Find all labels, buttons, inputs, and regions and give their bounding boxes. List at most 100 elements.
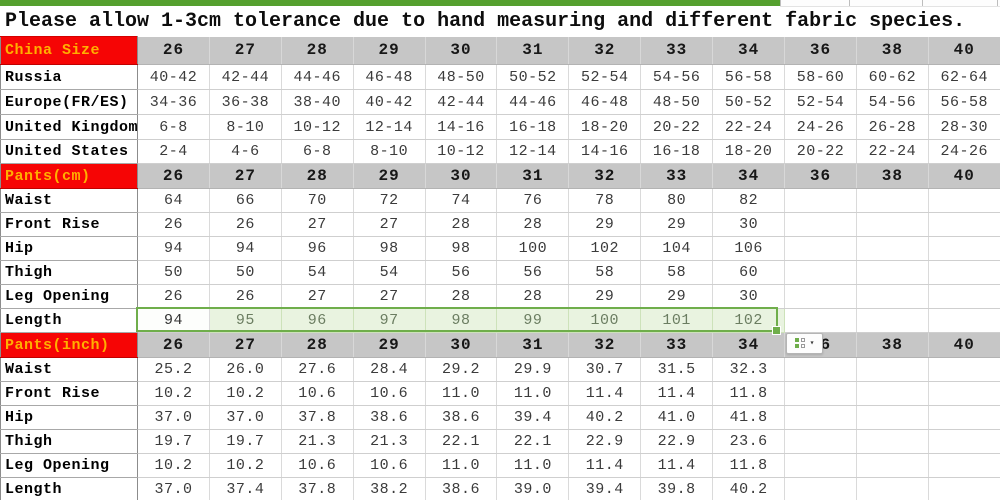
cell[interactable]: 76 xyxy=(496,188,570,213)
cell[interactable]: 64 xyxy=(137,188,210,213)
cell[interactable] xyxy=(928,284,1000,309)
cell[interactable]: 38 xyxy=(856,36,929,65)
cell[interactable]: 28 xyxy=(281,36,354,65)
cell[interactable]: 60 xyxy=(712,260,786,285)
cell[interactable] xyxy=(856,236,929,261)
cell[interactable]: 31 xyxy=(496,332,570,358)
cell[interactable]: 101 xyxy=(640,308,714,333)
cell[interactable] xyxy=(784,429,857,454)
cell[interactable]: 34 xyxy=(712,36,786,65)
cell[interactable]: 8-10 xyxy=(209,114,282,140)
cell[interactable]: 80 xyxy=(640,188,714,213)
cell[interactable]: 12-14 xyxy=(353,114,426,140)
cell[interactable]: 22.1 xyxy=(496,429,570,454)
cell[interactable]: 38.2 xyxy=(353,477,426,500)
cell[interactable]: 36 xyxy=(784,163,857,189)
cell[interactable]: 27 xyxy=(353,284,426,309)
cell[interactable]: 48-50 xyxy=(425,64,498,90)
cell[interactable]: 31.5 xyxy=(640,357,714,382)
cell[interactable]: 26.0 xyxy=(209,357,282,382)
cell[interactable]: 94 xyxy=(137,236,210,261)
cell[interactable]: 36 xyxy=(784,36,857,65)
row-label-cell[interactable]: Hip xyxy=(0,236,138,261)
cell[interactable]: 39.4 xyxy=(568,477,642,500)
cell[interactable]: 28 xyxy=(496,212,570,237)
cell[interactable]: 40-42 xyxy=(137,64,210,90)
cell[interactable] xyxy=(856,477,929,500)
cell[interactable]: 62-64 xyxy=(928,64,1000,90)
cell[interactable] xyxy=(856,260,929,285)
cell[interactable] xyxy=(928,188,1000,213)
cell[interactable]: 38-40 xyxy=(281,89,354,115)
cell[interactable]: 102 xyxy=(568,236,642,261)
cell[interactable]: 98 xyxy=(425,236,498,261)
cell[interactable] xyxy=(856,429,929,454)
cell[interactable]: 26-28 xyxy=(856,114,929,140)
cell[interactable]: 34-36 xyxy=(137,89,210,115)
cell[interactable]: 11.4 xyxy=(568,453,642,478)
cell[interactable]: 30 xyxy=(712,212,786,237)
cell[interactable] xyxy=(856,308,929,333)
cell[interactable]: 26 xyxy=(137,163,210,189)
cell[interactable] xyxy=(784,284,857,309)
cell[interactable]: 39.4 xyxy=(496,405,570,430)
cell[interactable] xyxy=(856,284,929,309)
cell[interactable]: 39.0 xyxy=(496,477,570,500)
cell[interactable]: 94 xyxy=(137,308,210,333)
cell[interactable]: 100 xyxy=(568,308,642,333)
cell[interactable]: 4-6 xyxy=(209,139,282,164)
row-label-cell[interactable]: Front Rise xyxy=(0,212,138,237)
cell[interactable]: 26 xyxy=(137,332,210,358)
cell[interactable]: 41.0 xyxy=(640,405,714,430)
cell[interactable]: 31 xyxy=(496,163,570,189)
cell[interactable]: 37.0 xyxy=(137,477,210,500)
cell[interactable]: 6-8 xyxy=(281,139,354,164)
cell[interactable]: 10.6 xyxy=(353,453,426,478)
cell[interactable]: 27.6 xyxy=(281,357,354,382)
cell[interactable]: 42-44 xyxy=(425,89,498,115)
cell[interactable] xyxy=(928,381,1000,406)
cell[interactable]: 58 xyxy=(568,260,642,285)
cell[interactable] xyxy=(856,381,929,406)
fill-handle[interactable] xyxy=(772,326,781,335)
cell[interactable]: 28.4 xyxy=(353,357,426,382)
cell[interactable]: 26 xyxy=(209,284,282,309)
cell[interactable] xyxy=(928,429,1000,454)
cell[interactable]: 58-60 xyxy=(784,64,857,90)
cell[interactable] xyxy=(928,212,1000,237)
row-label-cell[interactable]: Pants(inch) xyxy=(0,332,138,358)
cell[interactable] xyxy=(784,236,857,261)
cell[interactable]: 50 xyxy=(209,260,282,285)
cell[interactable]: 27 xyxy=(209,163,282,189)
cell[interactable]: 11.4 xyxy=(640,453,714,478)
cell[interactable] xyxy=(928,477,1000,500)
cell[interactable]: 19.7 xyxy=(137,429,210,454)
cell[interactable]: 30 xyxy=(425,163,498,189)
cell[interactable]: 98 xyxy=(353,236,426,261)
cell[interactable]: 56-58 xyxy=(928,89,1000,115)
cell[interactable]: 30.7 xyxy=(568,357,642,382)
cell[interactable] xyxy=(928,405,1000,430)
cell[interactable]: 10.2 xyxy=(137,381,210,406)
cell[interactable]: 19.7 xyxy=(209,429,282,454)
cell[interactable]: 60-62 xyxy=(856,64,929,90)
cell[interactable]: 104 xyxy=(640,236,714,261)
cell[interactable]: 29 xyxy=(640,212,714,237)
cell[interactable]: 22.1 xyxy=(425,429,498,454)
row-label-cell[interactable]: Length xyxy=(0,477,138,500)
cell[interactable]: 10.6 xyxy=(281,381,354,406)
cell[interactable]: 31 xyxy=(496,36,570,65)
cell[interactable]: 30 xyxy=(712,284,786,309)
cell[interactable] xyxy=(784,405,857,430)
cell[interactable] xyxy=(928,453,1000,478)
cell[interactable]: 39.8 xyxy=(640,477,714,500)
cell[interactable]: 32 xyxy=(568,36,642,65)
cell[interactable]: 20-22 xyxy=(640,114,714,140)
cell[interactable]: 23.6 xyxy=(712,429,786,454)
cell[interactable]: 6-8 xyxy=(137,114,210,140)
row-label-cell[interactable]: Thigh xyxy=(0,260,138,285)
cell[interactable]: 40 xyxy=(928,332,1000,358)
cell[interactable]: 29 xyxy=(568,212,642,237)
cell[interactable]: 94 xyxy=(209,236,282,261)
cell[interactable]: 29 xyxy=(640,284,714,309)
